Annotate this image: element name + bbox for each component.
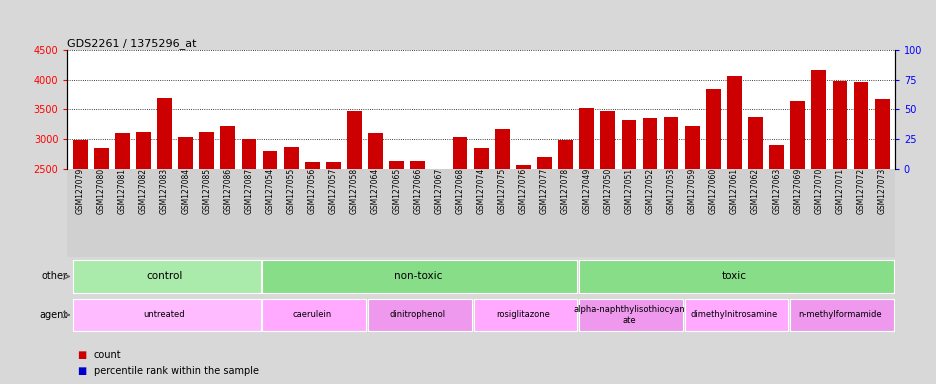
Bar [368,133,383,318]
Text: control: control [146,271,183,281]
Bar [220,126,235,318]
Bar [452,137,467,318]
Bar [368,299,472,331]
Text: GDS2261 / 1375296_at: GDS2261 / 1375296_at [67,38,197,49]
Text: ■: ■ [77,366,86,376]
Text: caerulein: caerulein [292,310,331,319]
Text: non-toxic: non-toxic [393,271,442,281]
Text: dimethylnitrosamine: dimethylnitrosamine [690,310,777,319]
Bar [474,147,488,318]
Text: n-methylformamide: n-methylformamide [797,310,881,319]
Bar [136,132,151,318]
Text: toxic: toxic [721,271,746,281]
Bar [578,299,682,331]
Bar [473,299,577,331]
Bar [811,70,826,318]
Bar [262,299,366,331]
Text: alpha-naphthylisothiocyan
ate: alpha-naphthylisothiocyan ate [573,305,684,324]
Bar [326,162,341,318]
Bar [768,145,783,318]
Bar [621,119,636,318]
Bar [726,76,741,318]
Bar [157,98,172,318]
Bar [789,299,893,331]
Bar [705,89,720,318]
Bar [241,139,256,318]
Bar [832,81,846,318]
Bar [94,147,109,318]
Bar [578,260,893,293]
Text: count: count [94,350,121,360]
Bar [199,132,214,318]
Bar [684,299,787,331]
Bar [389,161,403,318]
Bar [578,108,593,318]
Bar [431,170,446,318]
Bar [558,141,572,318]
Bar [72,299,260,331]
Bar [304,162,319,318]
Bar [789,101,804,318]
Text: other: other [42,271,67,281]
Bar [663,117,678,318]
Bar [73,141,87,318]
Bar [72,260,260,293]
Bar [600,111,615,318]
Bar [874,99,888,318]
Bar [262,151,277,318]
Text: percentile rank within the sample: percentile rank within the sample [94,366,258,376]
Bar [536,157,551,318]
Bar [494,129,509,318]
Bar [747,117,762,318]
Bar [853,82,868,318]
Text: rosiglitazone: rosiglitazone [496,310,549,319]
Text: untreated: untreated [143,310,185,319]
Bar [684,126,699,318]
Bar [284,147,299,318]
Bar [410,161,425,318]
Bar [115,132,129,318]
Text: agent: agent [39,310,67,320]
Bar [346,111,361,318]
Bar [516,165,530,318]
Text: dinitrophenol: dinitrophenol [389,310,446,319]
Bar [178,137,193,318]
Bar [642,118,657,318]
Text: ■: ■ [77,350,86,360]
Bar [262,260,577,293]
